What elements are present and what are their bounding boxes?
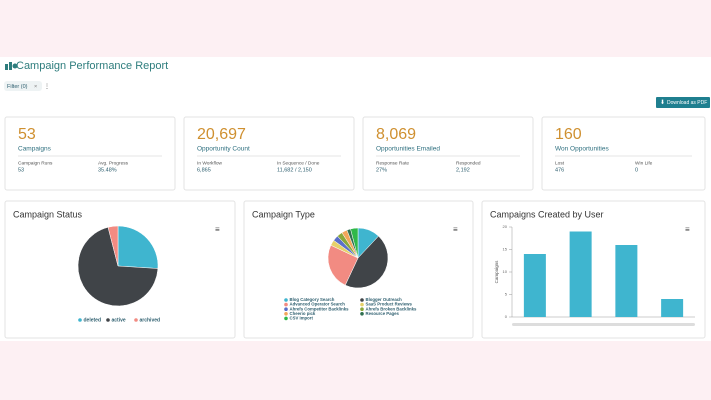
card-value: 53 <box>18 126 36 143</box>
card-value: 20,697 <box>197 126 246 143</box>
pie-slice <box>107 225 119 267</box>
filter-button[interactable] <box>4 81 42 91</box>
legend-label[interactable]: archived <box>140 317 161 323</box>
download-label[interactable]: Download as PDF <box>667 100 707 106</box>
chart-menu[interactable]: ≡ <box>453 225 458 234</box>
y-tick-label: 20 <box>503 224 508 229</box>
stat-label: Response Rate <box>376 160 409 166</box>
bar <box>523 254 546 317</box>
bar <box>661 299 684 317</box>
legend-swatch <box>284 316 288 321</box>
stat-value: 476 <box>555 167 564 173</box>
stat-value: 2,192 <box>456 167 470 173</box>
filter-label[interactable]: Filter (0) <box>7 84 28 90</box>
card-label: Won Opportunities <box>555 146 609 153</box>
stat-label: Responded <box>456 160 481 166</box>
y-axis-label: Campaigns <box>494 260 499 284</box>
stat-card <box>541 116 706 191</box>
legend-label[interactable]: Advanced Operator Search <box>290 302 346 307</box>
legend-swatch <box>78 318 82 322</box>
legend-label[interactable]: CSV Import <box>290 316 314 321</box>
stat-value: 27% <box>376 167 387 173</box>
stat-value: 35.48% <box>98 167 117 173</box>
y-tick-label: 5 <box>505 292 508 297</box>
chart-panel <box>481 200 706 339</box>
filter-clear[interactable]: × <box>34 84 37 90</box>
stat-value: 53 <box>18 167 24 173</box>
download-icon[interactable]: ⬇ <box>660 99 665 106</box>
card-label: Opportunities Emailed <box>376 146 440 153</box>
stat-label: Avg. Progress <box>98 160 129 166</box>
pie-slice <box>350 227 359 259</box>
legend-swatch <box>360 307 364 312</box>
chart-menu[interactable]: ≡ <box>215 225 220 234</box>
pie-slice <box>117 225 159 269</box>
legend-label[interactable]: Ahrefs Broken Backlinks <box>366 306 417 311</box>
legend-swatch <box>134 318 138 322</box>
stat-label: In Workflow <box>197 160 223 166</box>
legend-label[interactable]: Resource Pages <box>366 311 400 316</box>
stat-label: Win Life <box>635 160 653 166</box>
legend-swatch <box>284 312 288 316</box>
legend-label[interactable]: Blog Category Search <box>290 297 335 302</box>
report-icon <box>5 62 18 70</box>
card-value: 160 <box>555 126 582 143</box>
legend-swatch <box>284 302 288 307</box>
stat-label: Lost <box>555 160 565 166</box>
legend-swatch <box>360 298 364 302</box>
legend-label[interactable]: Cheerio pick <box>290 311 316 316</box>
stat-card <box>362 116 534 191</box>
pie-slice <box>77 226 159 307</box>
stat-card <box>183 116 355 191</box>
legend-label[interactable]: active <box>112 317 126 323</box>
legend-label[interactable]: Blogger Outreach <box>366 297 403 302</box>
bar <box>569 231 592 317</box>
card-value: 8,069 <box>376 126 416 143</box>
download-button[interactable] <box>656 97 710 108</box>
scrollbar <box>512 323 695 326</box>
y-tick-label: 15 <box>503 247 508 252</box>
legend-label[interactable]: deleted <box>84 317 102 323</box>
pie-slice <box>344 235 389 289</box>
legend-swatch <box>360 312 364 316</box>
stat-card <box>4 116 176 191</box>
filter-menu[interactable]: ⋮ <box>44 84 50 90</box>
y-tick-label: 0 <box>505 314 508 319</box>
stat-value: 0 <box>635 167 638 173</box>
stat-label: Campaign Runs <box>18 160 53 166</box>
stat-value: 6,865 <box>197 167 211 173</box>
pie-slice <box>327 244 359 286</box>
card-label: Campaigns <box>18 146 52 153</box>
card-label: Opportunity Count <box>197 146 250 153</box>
legend-swatch <box>284 298 288 302</box>
legend-swatch <box>106 318 110 322</box>
y-tick-label: 10 <box>503 269 508 274</box>
chart-menu[interactable]: ≡ <box>685 225 690 234</box>
legend-label[interactable]: Ahrefs Competitor Backlinks <box>290 306 350 311</box>
stat-value: 11,682 / 2,150 <box>277 167 312 173</box>
stat-label: In Sequence / Done <box>277 160 320 166</box>
legend-swatch <box>360 302 364 307</box>
legend-label[interactable]: SaaS Product Reviews <box>366 302 413 307</box>
chart-title: Campaigns Created by User <box>490 209 604 219</box>
chart-title: Campaign Status <box>13 209 83 219</box>
bar <box>615 245 638 317</box>
legend-swatch <box>284 307 288 312</box>
chart-title: Campaign Type <box>252 209 315 219</box>
page-title: Campaign Performance Report <box>16 60 168 72</box>
